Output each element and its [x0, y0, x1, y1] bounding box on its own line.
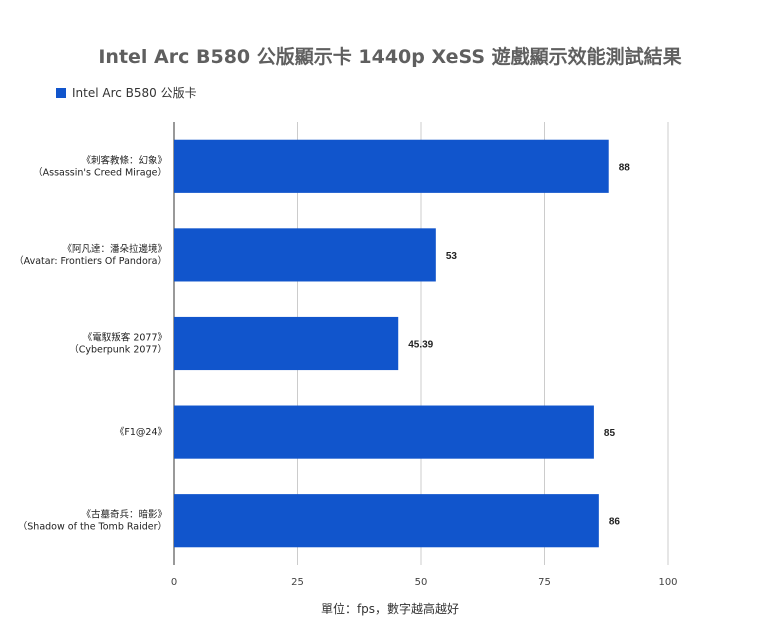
legend-label: Intel Arc B580 公版卡 — [72, 86, 197, 100]
bar — [174, 316, 399, 371]
x-tick-label: 25 — [291, 577, 304, 588]
category-label: （Shadow of the Tomb Raider） — [18, 521, 167, 533]
bar — [174, 228, 436, 282]
category-label: （Cyberpunk 2077） — [69, 344, 167, 356]
bar — [174, 494, 599, 548]
category-label: 《電馭叛客 2077》 — [83, 332, 167, 344]
category-label: 《古墓奇兵：暗影》 — [81, 509, 167, 521]
x-axis-title: 單位：fps，數字越高越好 — [320, 602, 460, 616]
x-tick-label: 100 — [658, 577, 677, 588]
category-label: 《刺客教條：幻象》 — [81, 154, 167, 166]
data-label: 86 — [609, 517, 621, 528]
x-tick-label: 75 — [538, 577, 551, 588]
category-label: （Assassin's Creed Mirage） — [33, 166, 167, 178]
data-label: 53 — [446, 251, 458, 262]
category-label: （Avatar: Frontiers Of Pandora） — [14, 255, 167, 267]
x-tick-label: 50 — [415, 577, 428, 588]
x-tick-label: 0 — [171, 577, 177, 588]
bar — [174, 405, 594, 459]
chart-title: Intel Arc B580 公版顯示卡 1440p XeSS 遊戲顯示效能測試… — [98, 46, 682, 68]
data-label: 88 — [619, 162, 631, 173]
data-label: 85 — [604, 428, 616, 439]
category-label: 《F1@24》 — [115, 427, 167, 438]
bar — [174, 139, 609, 193]
data-label: 45.39 — [408, 340, 433, 351]
legend-swatch — [56, 87, 66, 98]
legend: Intel Arc B580 公版卡 — [56, 84, 197, 101]
category-label: 《阿凡達：潘朵拉邊境》 — [62, 243, 167, 255]
